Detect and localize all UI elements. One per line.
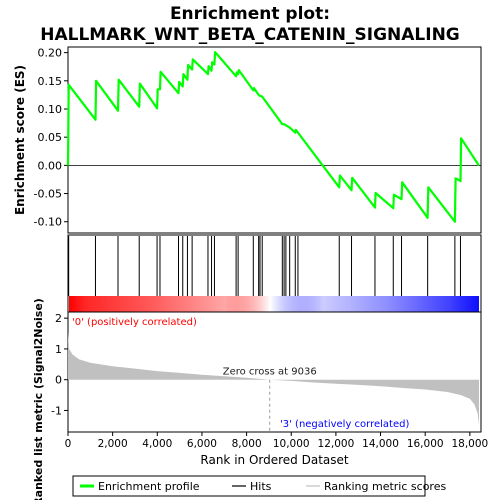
legend-box xyxy=(72,475,426,497)
enrichment-profile-line xyxy=(66,50,480,223)
xaxis-tick-label: 0 xyxy=(65,438,72,450)
es-ylabel: Enrichment score (ES) xyxy=(13,65,27,215)
legend-label: Ranking metric scores xyxy=(324,480,446,493)
es-ytick-label: 0.10 xyxy=(38,103,63,116)
xaxis-tick-label: 12,000 xyxy=(318,438,355,450)
es-ytick-label: 0.20 xyxy=(38,47,63,60)
positive-correlated-label: '0' (positively correlated) xyxy=(72,317,197,328)
xaxis-tick-label: 8,000 xyxy=(232,438,262,450)
metric-ytick-label: 2 xyxy=(55,312,62,325)
es-ytick-label: 0.05 xyxy=(38,131,63,144)
es-ytick-label: -0.05 xyxy=(34,188,62,201)
es-ytick-label: -0.10 xyxy=(34,216,62,229)
es-ytick-label: 0.15 xyxy=(38,75,63,88)
es-panel-frame xyxy=(67,46,482,234)
es-ytick-label: 0.00 xyxy=(38,159,63,172)
legend-label: Enrichment profile xyxy=(98,480,200,493)
xaxis-tick-label: 6,000 xyxy=(187,438,217,450)
xaxis-label: Rank in Ordered Dataset xyxy=(200,453,348,467)
chart-title-line1: Enrichment plot: xyxy=(170,4,330,24)
xaxis-tick-label: 2,000 xyxy=(98,438,128,450)
metric-ytick-label: -1 xyxy=(51,404,62,417)
zero-cross-label: Zero cross at 9036 xyxy=(223,367,317,378)
metric-ytick-label: 1 xyxy=(55,343,62,356)
xaxis-tick-label: 10,000 xyxy=(273,438,310,450)
rank-color-bar xyxy=(69,296,479,312)
metric-ylabel: Ranked list metric (Signal2Noise) xyxy=(32,298,45,500)
negative-correlated-label: '3' (negatively correlated) xyxy=(280,419,409,430)
xaxis-tick-label: 14,000 xyxy=(362,438,399,450)
ranking-metric-area xyxy=(68,332,479,426)
xaxis-tick-label: 4,000 xyxy=(142,438,172,450)
legend-label: Hits xyxy=(250,480,272,493)
xaxis-tick-label: 18,000 xyxy=(451,438,488,450)
xaxis-tick-label: 16,000 xyxy=(407,438,444,450)
chart-title-line2: HALLMARK_WNT_BETA_CATENIN_SIGNALING xyxy=(40,25,460,45)
metric-ytick-label: 0 xyxy=(55,374,62,387)
